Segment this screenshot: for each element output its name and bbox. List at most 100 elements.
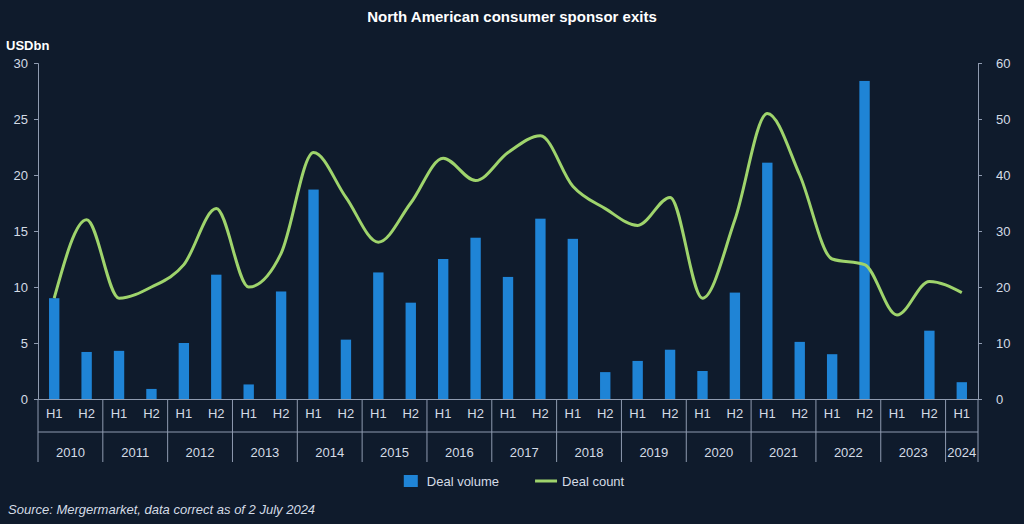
tick-label: 30 [996, 224, 1010, 239]
bar [892, 399, 902, 400]
tick-mark [34, 399, 38, 400]
bar [697, 371, 707, 399]
bars [49, 81, 967, 399]
tick: H2 [273, 406, 290, 421]
tick-label: 10 [996, 336, 1010, 351]
tick: H2 [208, 406, 225, 421]
tick-label: H1 [759, 406, 776, 421]
tick-label: H2 [273, 406, 290, 421]
group-label: 2011 [121, 445, 149, 460]
tick-mark [34, 63, 38, 64]
tick-label: 50 [996, 112, 1010, 127]
tick: H1 [370, 406, 387, 421]
tick: H2 [467, 406, 484, 421]
legend-label: Deal count [562, 474, 625, 489]
tick-mark [978, 175, 982, 176]
group-separator [945, 399, 946, 462]
tick: H2 [402, 406, 419, 421]
bar [957, 382, 967, 399]
line [54, 113, 962, 315]
bar [535, 219, 545, 399]
tick-label: 25 [14, 112, 28, 127]
tick: 25 [14, 112, 38, 127]
tick-label: 0 [21, 392, 28, 407]
x-axis: H1 H2 H1 H2 H1 H2 H1 H2 H1 H2 H1 H2 H1 H2 H1 H2 H1 H2 H1 H2… [39, 400, 979, 422]
tick: H1 [824, 406, 841, 421]
tick-mark [34, 343, 38, 344]
bar [114, 351, 124, 399]
legend-symbol [404, 475, 418, 487]
tick: H1 [629, 406, 646, 421]
group-separator [167, 399, 168, 462]
tick-label: H2 [402, 406, 419, 421]
tick-label: H1 [500, 406, 517, 421]
tick: H2 [597, 406, 614, 421]
tick: H1 [565, 406, 582, 421]
tick-label: H2 [856, 406, 873, 421]
tick: 10 [14, 280, 38, 295]
group-separator [815, 399, 816, 462]
tick: H2 [338, 406, 355, 421]
tick: H2 [791, 406, 808, 421]
bar [795, 342, 805, 399]
bar [211, 275, 221, 399]
legend-symbol [535, 480, 557, 483]
tick: H2 [921, 406, 938, 421]
group-separator [232, 399, 233, 462]
legend: Deal volumeDeal count [404, 474, 625, 489]
tick-label: H2 [662, 406, 679, 421]
bar [179, 343, 189, 399]
tick: H1 [759, 406, 776, 421]
group-label: 2012 [186, 445, 215, 460]
axis-line [34, 64, 39, 400]
bar [730, 293, 740, 399]
group-label: 2014 [315, 445, 344, 460]
chart: North American consumer sponsor exitsUSD… [0, 0, 1024, 524]
tick: H1 [694, 406, 711, 421]
tick-label: 20 [996, 280, 1010, 295]
group-label: 2022 [834, 445, 863, 460]
group-separator [978, 399, 979, 462]
tick-mark [978, 399, 982, 400]
tick-label: H2 [921, 406, 938, 421]
tick: H2 [856, 406, 873, 421]
bar [859, 81, 869, 399]
tick: H1 [305, 406, 322, 421]
bar [146, 389, 156, 399]
group-label: 2010 [56, 445, 85, 460]
group-separator [362, 399, 363, 462]
bar [503, 277, 513, 399]
tick-mark [978, 119, 982, 120]
tick-label: H1 [111, 406, 128, 421]
tick-label: H1 [953, 406, 970, 421]
tick-mark [34, 231, 38, 232]
tick-mark [34, 119, 38, 120]
tick: H2 [78, 406, 95, 421]
tick-label: H1 [824, 406, 841, 421]
tick: 5 [21, 336, 38, 351]
tick-label: 15 [14, 224, 28, 239]
bar [81, 352, 91, 399]
group-label: 2016 [445, 445, 474, 460]
tick-label: 30 [14, 56, 28, 71]
tick: H2 [662, 406, 679, 421]
tick: H1 [176, 406, 193, 421]
tick: H2 [727, 406, 744, 421]
tick-label: H1 [629, 406, 646, 421]
tick-label: H2 [78, 406, 95, 421]
y-axis: 051015202530 [14, 56, 39, 407]
bar [438, 259, 448, 399]
tick-mark [978, 63, 982, 64]
group-divider [38, 432, 978, 433]
bar [470, 238, 480, 399]
x-groups: 2010201120122013201420152016201720182019… [38, 399, 978, 462]
bar [244, 384, 254, 399]
bar [49, 298, 59, 399]
bar [665, 350, 675, 399]
background [0, 0, 1024, 524]
tick: 30 [978, 224, 1010, 239]
group-label: 2013 [250, 445, 279, 460]
legend-item: Deal count [535, 474, 625, 489]
bar [827, 354, 837, 399]
tick-label: 40 [996, 168, 1010, 183]
